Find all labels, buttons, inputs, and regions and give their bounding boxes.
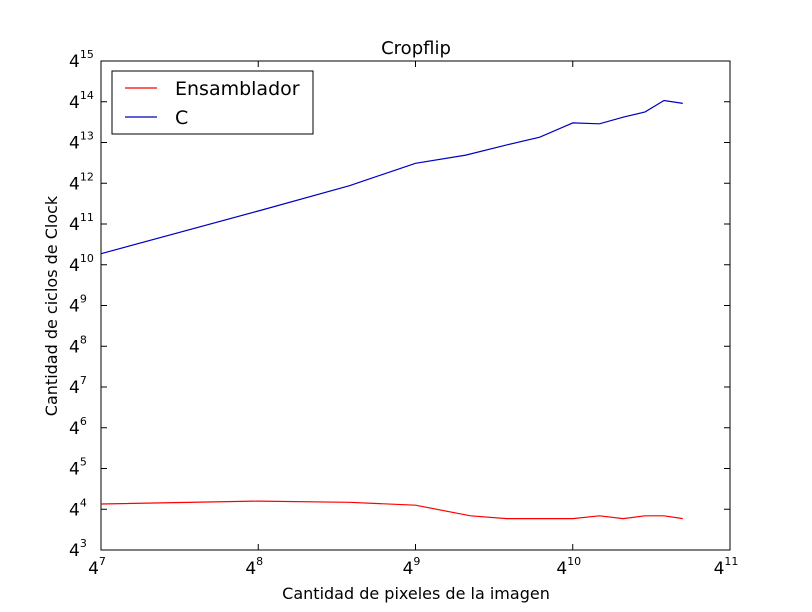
y-tick-label: 45 — [69, 456, 87, 480]
y-tick-exponent: 6 — [80, 415, 87, 428]
x-tick-label: 48 — [245, 555, 263, 579]
y-tick-base: 4 — [69, 134, 80, 154]
x-tick-exponent: 10 — [567, 555, 581, 568]
x-tick-label: 410 — [556, 555, 581, 579]
y-tick-exponent: 11 — [80, 211, 94, 224]
x-tick-label: 411 — [714, 555, 739, 579]
x-tick-base: 4 — [403, 559, 414, 579]
y-tick-base: 4 — [69, 378, 80, 398]
legend: Ensamblador C — [111, 70, 314, 135]
y-tick-label: 414 — [69, 89, 94, 113]
y-tick-label: 415 — [69, 48, 94, 72]
y-tick-label: 46 — [69, 415, 87, 439]
y-tick-base: 4 — [69, 337, 80, 357]
y-tick-exponent: 7 — [80, 374, 87, 387]
x-tick-exponent: 9 — [413, 555, 420, 568]
y-tick-base: 4 — [69, 256, 80, 276]
legend-box — [111, 70, 314, 135]
x-tick-base: 4 — [88, 559, 99, 579]
series-line-c — [100, 99, 683, 255]
x-axis: 47 48 49 410 411 — [88, 61, 738, 579]
legend-label: Ensamblador — [175, 78, 300, 100]
y-tick-base: 4 — [69, 419, 80, 439]
y-tick-base: 4 — [69, 297, 80, 317]
plot-area — [100, 60, 731, 551]
x-tick-exponent: 7 — [99, 555, 106, 568]
series-lines — [100, 99, 683, 520]
y-tick-exponent: 3 — [80, 537, 87, 550]
x-tick-exponent: 11 — [724, 555, 738, 568]
y-tick-exponent: 4 — [80, 496, 87, 509]
x-tick-base: 4 — [714, 559, 725, 579]
legend-label: C — [175, 107, 188, 129]
y-tick-exponent: 10 — [80, 252, 94, 265]
x-tick-exponent: 8 — [256, 555, 263, 568]
y-tick-base: 4 — [69, 541, 80, 561]
y-tick-base: 4 — [69, 174, 80, 194]
y-tick-exponent: 5 — [80, 456, 87, 469]
y-tick-exponent: 14 — [80, 89, 94, 102]
series-line-ensamblador — [100, 500, 683, 520]
y-tick-base: 4 — [69, 500, 80, 520]
y-tick-base: 4 — [69, 93, 80, 113]
y-tick-base: 4 — [69, 215, 80, 235]
x-tick-label: 49 — [403, 555, 421, 579]
y-axis-label: Cantidad de ciclos de Clock — [42, 195, 61, 416]
y-tick-label: 48 — [69, 333, 87, 357]
x-tick-base: 4 — [556, 559, 567, 579]
y-tick-label: 49 — [69, 293, 87, 317]
y-tick-exponent: 13 — [80, 130, 94, 143]
x-axis-label: Cantidad de pixeles de la imagen — [282, 584, 550, 603]
x-tick-label: 47 — [88, 555, 106, 579]
y-tick-exponent: 12 — [80, 170, 94, 183]
y-tick-exponent: 9 — [80, 293, 87, 306]
y-tick-label: 412 — [69, 170, 94, 194]
y-tick-label: 411 — [69, 211, 94, 235]
y-tick-exponent: 15 — [80, 48, 94, 61]
y-tick-label: 413 — [69, 130, 94, 154]
x-tick-base: 4 — [245, 559, 256, 579]
chart-title: Cropflip — [381, 38, 451, 59]
y-tick-base: 4 — [69, 460, 80, 480]
y-tick-label: 43 — [69, 537, 87, 561]
y-tick-label: 44 — [69, 496, 87, 520]
y-tick-label: 47 — [69, 374, 87, 398]
y-tick-label: 410 — [69, 252, 94, 276]
y-tick-base: 4 — [69, 52, 80, 72]
y-tick-exponent: 8 — [80, 333, 87, 346]
